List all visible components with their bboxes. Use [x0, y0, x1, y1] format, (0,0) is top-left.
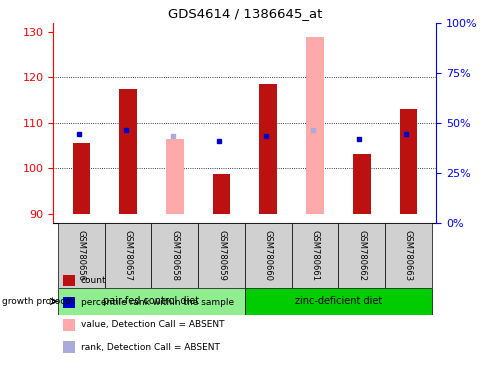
Bar	[58, 223, 105, 288]
Text: percentile rank within the sample: percentile rank within the sample	[81, 298, 234, 307]
Bar	[291, 223, 338, 288]
Bar	[119, 89, 136, 214]
Text: GSM780656: GSM780656	[77, 230, 86, 281]
Bar	[212, 174, 230, 214]
Text: GSM780658: GSM780658	[170, 230, 179, 281]
Bar	[58, 288, 244, 315]
Title: GDS4614 / 1386645_at: GDS4614 / 1386645_at	[167, 7, 321, 20]
Bar	[338, 223, 384, 288]
Text: GSM780660: GSM780660	[263, 230, 272, 281]
Bar	[166, 139, 183, 214]
Text: GSM780662: GSM780662	[357, 230, 365, 281]
Text: pair-fed control diet: pair-fed control diet	[103, 296, 199, 306]
Bar	[352, 154, 370, 214]
Bar	[259, 84, 276, 214]
Bar	[151, 223, 198, 288]
Text: GSM780663: GSM780663	[403, 230, 412, 281]
Bar	[305, 36, 323, 214]
Text: growth protocol: growth protocol	[2, 297, 74, 306]
Bar	[384, 223, 431, 288]
Text: GSM780659: GSM780659	[217, 230, 226, 281]
Bar	[73, 143, 90, 214]
Text: GSM780657: GSM780657	[123, 230, 132, 281]
Text: value, Detection Call = ABSENT: value, Detection Call = ABSENT	[81, 320, 224, 329]
Text: GSM780661: GSM780661	[310, 230, 319, 281]
Bar	[244, 223, 291, 288]
Bar	[105, 223, 151, 288]
Text: rank, Detection Call = ABSENT: rank, Detection Call = ABSENT	[81, 343, 219, 352]
Text: zinc-deficient diet: zinc-deficient diet	[294, 296, 381, 306]
Bar	[399, 109, 416, 214]
Bar	[198, 223, 244, 288]
Bar	[244, 288, 431, 315]
Text: count: count	[81, 276, 106, 285]
